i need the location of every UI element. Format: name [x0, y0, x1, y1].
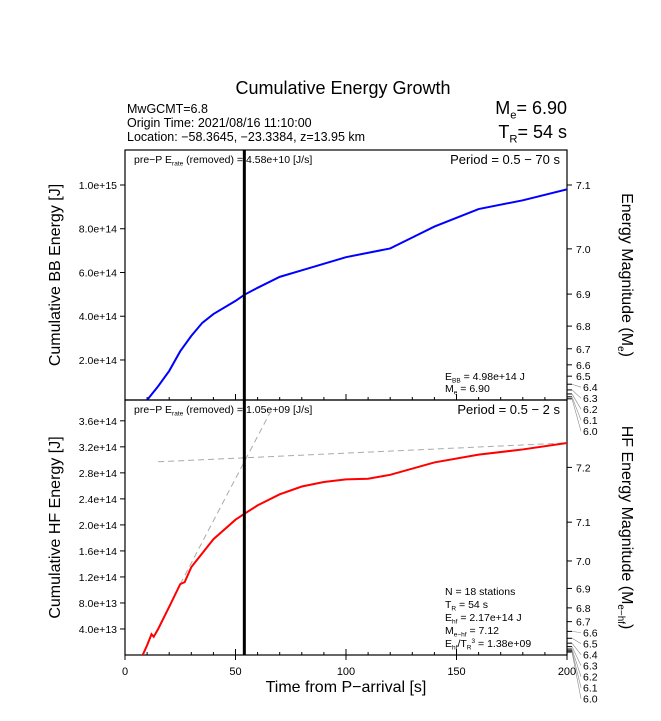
chart-title: Cumulative Energy Growth	[235, 78, 450, 98]
me-summary: Me= 6.90	[495, 98, 567, 122]
right-tick-leader	[571, 648, 582, 677]
right-tick-label: 7.0	[576, 556, 591, 568]
header-line: Origin Time: 2021/08/16 11:10:00	[127, 116, 312, 130]
annotation-line: Ehf/TR3 = 1.38e+09	[445, 638, 531, 652]
pre-p-rate-text: pre−P Erate (removed) = 1.05e+09 [J/s]	[134, 404, 312, 418]
x-tick-label: 50	[229, 666, 241, 678]
period-label: Period = 0.5 − 70 s	[450, 152, 560, 167]
y-tick-label: 2.0e+14	[79, 520, 117, 532]
right-tick-leader	[571, 651, 582, 699]
right-tick-label: 6.6	[576, 360, 591, 372]
annotation-line: N = 18 stations	[445, 586, 515, 598]
right-tick-label: 6.6	[583, 628, 598, 640]
y-tick-label: 2.4e+14	[79, 494, 117, 506]
right-tick-label: 6.9	[576, 583, 591, 595]
period-label: Period = 0.5 − 2 s	[457, 402, 560, 417]
right-tick-label: 6.4	[583, 382, 598, 394]
y-tick-label: 2.8e+14	[79, 468, 117, 480]
dashed-fit-line	[179, 410, 272, 585]
x-tick-label: 200	[558, 666, 576, 678]
right-tick-leader	[571, 389, 582, 399]
annotation-line: Me = 6.90	[445, 383, 490, 397]
right-tick-label: 7.1	[576, 517, 591, 529]
right-tick-label: 6.8	[576, 321, 591, 333]
y-tick-label: 4.0e+14	[79, 311, 117, 323]
energy-series-line	[146, 188, 567, 400]
panel-frame	[124, 149, 568, 401]
right-tick-label: 6.7	[576, 344, 591, 356]
right-tick-label: 6.5	[576, 371, 591, 383]
right-tick-label: 6.9	[576, 289, 591, 301]
annotation-line: EBB = 4.98e+14 J	[445, 371, 525, 385]
right-tick-label: 6.5	[583, 639, 598, 651]
right-tick-label: 6.4	[583, 650, 598, 662]
right-tick-leader	[571, 642, 582, 655]
y-tick-label: 1.6e+14	[79, 546, 117, 558]
right-tick-label: 6.2	[583, 672, 598, 684]
right-tick-label: 6.3	[583, 393, 598, 405]
right-tick-label: 7.1	[576, 180, 591, 192]
x-axis-label: Time from P−arrival [s]	[266, 679, 427, 696]
right-tick-label: 6.3	[583, 661, 598, 673]
header-line: Location: −58.3645, −23.3384, z=13.95 km	[127, 130, 365, 144]
annotation-line: TR = 54 s	[445, 599, 488, 613]
right-tick-leader	[571, 383, 582, 388]
tr-summary: TR= 54 s	[498, 122, 567, 146]
x-tick-label: 150	[447, 666, 465, 678]
right-axis-label: Energy Magnitude (Me)	[615, 193, 635, 357]
right-tick-label: 7.2	[576, 462, 591, 474]
dashed-fit-line	[158, 442, 567, 463]
header-line: MwGCMT=6.8	[127, 102, 208, 116]
right-axis-label: HF Energy Magnitude (Me−hf)	[615, 426, 635, 630]
right-tick-label: 6.7	[576, 617, 591, 629]
right-tick-leader	[571, 398, 582, 432]
right-tick-leader	[571, 650, 582, 688]
right-tick-label: 6.1	[583, 415, 598, 427]
right-tick-leader	[571, 393, 582, 410]
right-tick-label: 6.8	[576, 603, 591, 615]
y-tick-label: 1.2e+14	[79, 572, 117, 584]
y-tick-label: 2.0e+14	[79, 355, 117, 367]
right-tick-leader	[571, 638, 582, 644]
right-tick-leader	[571, 646, 582, 666]
y-tick-label: 3.2e+14	[79, 442, 117, 454]
y-tick-label: 8.0e+13	[79, 598, 117, 610]
y-tick-label: 3.6e+14	[79, 416, 117, 428]
right-tick-label: 6.0	[583, 426, 598, 438]
annotation-line: Ehf = 2.17e+14 J	[445, 612, 522, 626]
x-tick-label: 0	[122, 666, 128, 678]
right-tick-label: 6.2	[583, 404, 598, 416]
y-tick-label: 4.0e+13	[79, 624, 117, 636]
right-tick-label: 7.0	[576, 244, 591, 256]
right-tick-label: 6.1	[583, 683, 598, 695]
y-tick-label: 8.0e+14	[79, 224, 117, 236]
x-tick-label: 100	[337, 666, 355, 678]
y-tick-label: 1.0e+15	[79, 180, 117, 192]
pre-p-rate-text: pre−P Erate (removed) = 4.58e+10 [J/s]	[134, 154, 312, 168]
plot-area	[146, 188, 567, 400]
annotation-line: Me−hf = 7.12	[445, 625, 499, 639]
right-tick-label: 6.0	[583, 694, 598, 706]
y-axis-label: Cumulative BB Energy [J]	[47, 184, 64, 366]
y-tick-label: 6.0e+14	[79, 267, 117, 279]
right-tick-leader	[571, 396, 582, 421]
right-tick-leader	[571, 631, 582, 633]
y-axis-label: Cumulative HF Energy [J]	[47, 436, 64, 618]
